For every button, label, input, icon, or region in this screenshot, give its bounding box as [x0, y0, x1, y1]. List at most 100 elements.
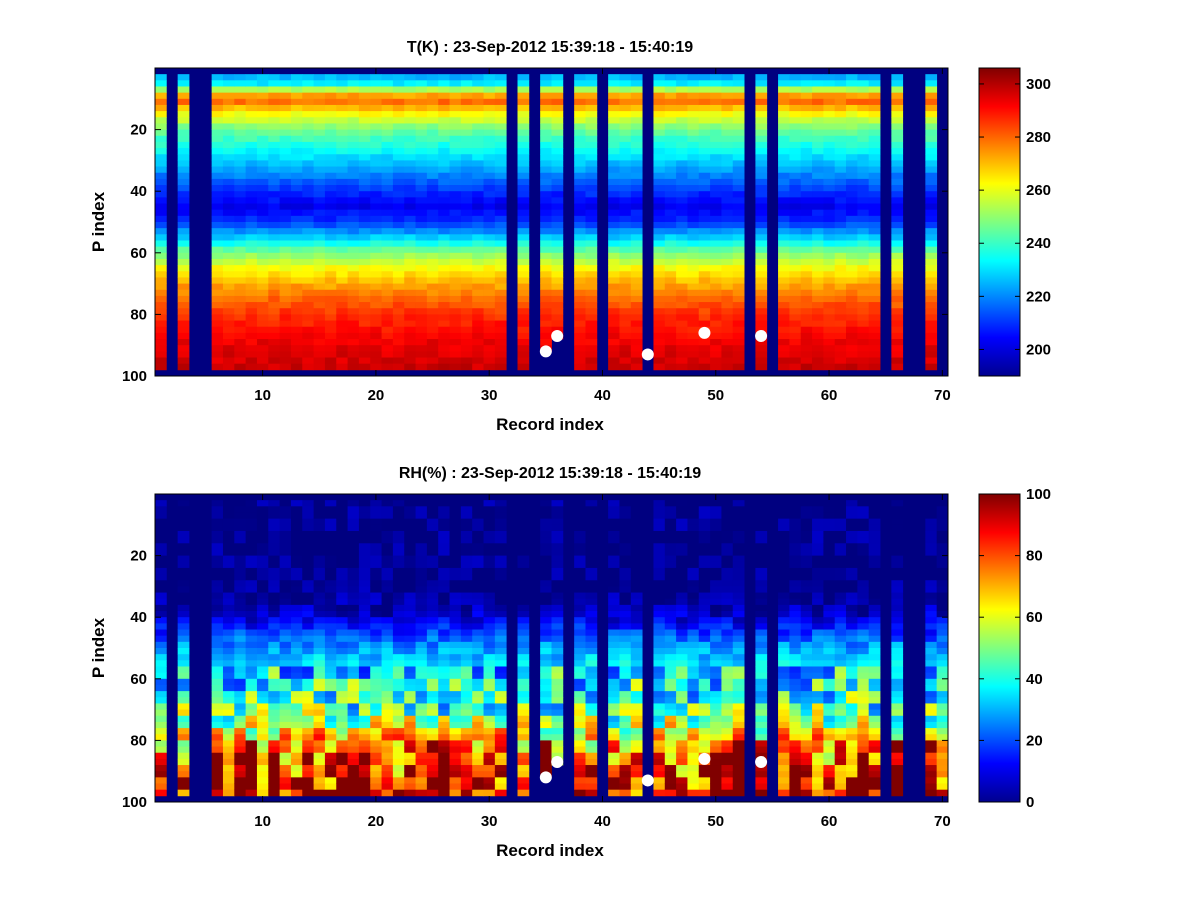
- heatmap-cell: [392, 543, 405, 550]
- heatmap-cell: [302, 703, 314, 710]
- heatmap-cell: [347, 678, 360, 686]
- heatmap-cell: [755, 777, 768, 784]
- heatmap-cell: [721, 580, 734, 587]
- heatmap-cell: [324, 771, 337, 778]
- heatmap-cell: [891, 209, 904, 217]
- heatmap-cell: [472, 555, 484, 563]
- heatmap-cell: [789, 709, 802, 717]
- heatmap-cell: [891, 222, 904, 229]
- heatmap-cell: [925, 240, 938, 248]
- heatmap-cell: [551, 617, 564, 624]
- heatmap-cell: [392, 320, 405, 328]
- heatmap-cell: [211, 530, 224, 538]
- heatmap-cell: [710, 228, 722, 235]
- heatmap-cell: [245, 351, 258, 358]
- heatmap-cell: [608, 635, 620, 643]
- heatmap-cell: [234, 684, 247, 692]
- heatmap-cell: [846, 332, 858, 340]
- heatmap-cell: [778, 283, 790, 291]
- heatmap-cell: [211, 635, 224, 643]
- heatmap-cell: [211, 697, 224, 704]
- heatmap-cell: [812, 185, 824, 192]
- heatmap-cell: [540, 166, 552, 174]
- heatmap-cell: [370, 154, 382, 161]
- heatmap-cell: [155, 92, 167, 100]
- heatmap-cell: [823, 74, 836, 81]
- heatmap-cell: [234, 672, 247, 680]
- heatmap-cell: [585, 104, 598, 112]
- heatmap-cell: [324, 166, 337, 174]
- heatmap-cell: [222, 86, 235, 94]
- heatmap-cell: [268, 518, 281, 526]
- heatmap-cell: [698, 684, 711, 692]
- heatmap-cell: [426, 351, 439, 358]
- heatmap-cell: [177, 111, 190, 118]
- heatmap-cell: [268, 172, 281, 180]
- heatmap-cell: [846, 160, 858, 167]
- heatmap-cell: [653, 80, 666, 87]
- heatmap-cell: [268, 758, 281, 766]
- heatmap-cell: [494, 92, 507, 100]
- heatmap-cell: [732, 580, 745, 587]
- heatmap-cell: [234, 691, 247, 698]
- heatmap-cell: [721, 289, 734, 297]
- heatmap-cell: [324, 197, 337, 204]
- heatmap-cell: [415, 635, 428, 643]
- heatmap-cell: [687, 222, 700, 229]
- heatmap-cell: [358, 246, 371, 254]
- heatmap-cell: [812, 228, 824, 235]
- heatmap-cell: [279, 598, 292, 606]
- heatmap-cell: [800, 203, 813, 211]
- heatmap-cell: [438, 691, 450, 698]
- heatmap-cell: [279, 567, 292, 575]
- heatmap-cell: [800, 357, 813, 365]
- heatmap-cell: [302, 234, 314, 241]
- heatmap-cell: [664, 506, 677, 513]
- heatmap-cell: [517, 197, 530, 204]
- heatmap-cell: [483, 197, 496, 204]
- heatmap-cell: [426, 123, 439, 130]
- heatmap-cell: [472, 611, 484, 618]
- heatmap-cell: [517, 746, 530, 754]
- heatmap-cell: [222, 660, 235, 667]
- heatmap-cell: [336, 209, 348, 217]
- heatmap-cell: [245, 295, 258, 303]
- heatmap-cell: [370, 351, 382, 358]
- heatmap-cell: [812, 357, 824, 365]
- heatmap-cell: [155, 160, 167, 167]
- heatmap-cell: [585, 567, 598, 575]
- heatmap-cell: [778, 74, 790, 81]
- heatmap-cell: [245, 197, 258, 204]
- heatmap-cell: [653, 258, 666, 266]
- heatmap-cell: [347, 357, 360, 365]
- heatmap-cell: [392, 271, 405, 278]
- heatmap-cell: [630, 648, 643, 655]
- heatmap-cell: [608, 74, 620, 81]
- heatmap-cell: [732, 185, 745, 192]
- heatmap-cell: [415, 104, 428, 112]
- heatmap-cell: [846, 215, 858, 223]
- heatmap-cell: [574, 574, 586, 581]
- heatmap-cell: [483, 332, 496, 340]
- heatmap-cell: [313, 592, 326, 600]
- heatmap-cell: [574, 234, 586, 241]
- heatmap-cell: [404, 314, 416, 321]
- heatmap-cell: [324, 660, 337, 667]
- heatmap-cell: [245, 185, 258, 192]
- heatmap-cell: [313, 629, 326, 637]
- heatmap-cell: [721, 191, 734, 198]
- heatmap-cell: [789, 135, 802, 143]
- heatmap-cell: [540, 697, 552, 704]
- heatmap-cell: [222, 277, 235, 284]
- heatmap-cell: [608, 302, 620, 309]
- heatmap-cell: [472, 295, 484, 303]
- heatmap-cell: [676, 611, 688, 618]
- heatmap-cell: [732, 203, 745, 211]
- heatmap-cell: [268, 320, 281, 328]
- heatmap-cell: [449, 326, 462, 334]
- heatmap-cell: [449, 654, 462, 661]
- heatmap-cell: [834, 135, 847, 143]
- heatmap-cell: [426, 339, 439, 346]
- heatmap-cell: [574, 246, 586, 254]
- heatmap-cell: [574, 672, 586, 680]
